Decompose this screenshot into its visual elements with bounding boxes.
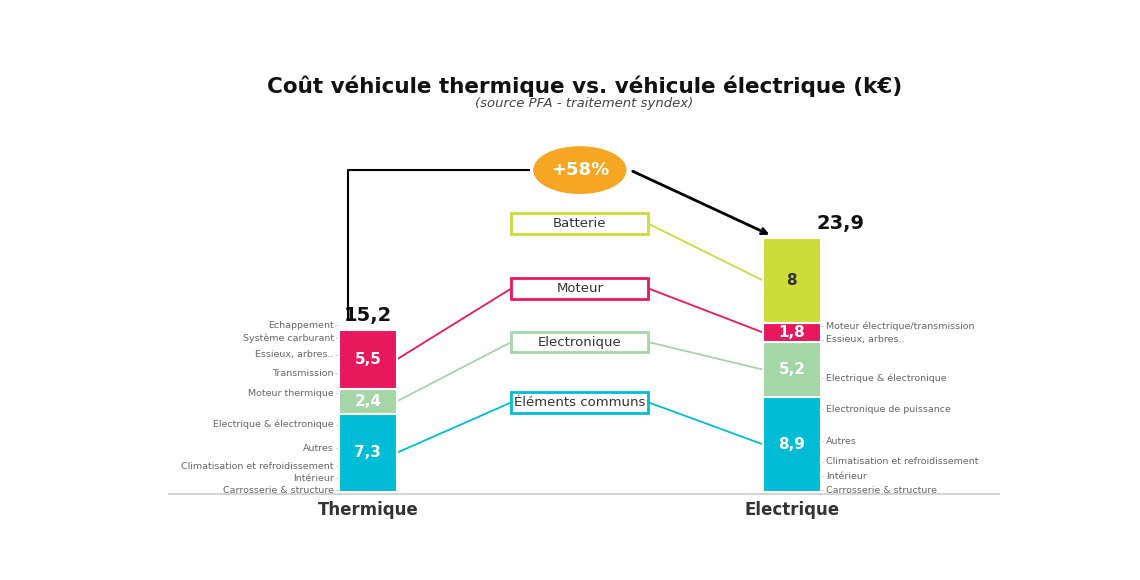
- Text: Transmission: Transmission: [272, 369, 334, 378]
- Text: Intérieur: Intérieur: [825, 472, 866, 480]
- Bar: [512, 278, 649, 299]
- Text: Batterie: Batterie: [553, 217, 606, 230]
- Text: (source PFA - traitement syndex): (source PFA - traitement syndex): [475, 97, 693, 110]
- Text: Autres: Autres: [303, 444, 334, 453]
- Bar: [512, 213, 649, 234]
- Text: +58%: +58%: [551, 161, 609, 179]
- Bar: [763, 342, 821, 397]
- Bar: [339, 414, 397, 492]
- Text: Electrique & électronique: Electrique & électronique: [825, 373, 946, 382]
- Text: 8,9: 8,9: [779, 437, 805, 452]
- Text: Electronique: Electronique: [538, 335, 621, 349]
- Text: 2,4: 2,4: [355, 394, 381, 409]
- Text: 23,9: 23,9: [816, 214, 864, 233]
- Text: Carrosserie & structure: Carrosserie & structure: [825, 486, 937, 495]
- Bar: [763, 323, 821, 342]
- Bar: [339, 331, 397, 389]
- Text: 1,8: 1,8: [779, 325, 805, 340]
- Text: 7,3: 7,3: [355, 445, 381, 461]
- Bar: [512, 332, 649, 352]
- Text: 8: 8: [787, 273, 797, 288]
- Text: Essieux, arbres..: Essieux, arbres..: [255, 350, 334, 359]
- Text: Intérieur: Intérieur: [293, 474, 334, 483]
- Text: Moteur thermique: Moteur thermique: [249, 389, 334, 398]
- Text: 5,5: 5,5: [355, 352, 381, 367]
- Bar: [339, 389, 397, 414]
- Text: Climatisation et refroidissement: Climatisation et refroidissement: [181, 462, 334, 471]
- Text: Climatisation et refroidissement: Climatisation et refroidissement: [825, 457, 978, 466]
- Text: Electronique de puissance: Electronique de puissance: [825, 404, 951, 414]
- Text: 5,2: 5,2: [779, 362, 805, 377]
- Text: Essieux, arbres..: Essieux, arbres..: [825, 335, 904, 345]
- Text: Moteur: Moteur: [556, 282, 603, 295]
- Text: Coût véhicule thermique vs. véhicule électrique (k€): Coût véhicule thermique vs. véhicule éle…: [267, 76, 902, 97]
- Text: Echappement: Echappement: [268, 321, 334, 329]
- Text: Système carburant: Système carburant: [243, 334, 334, 343]
- Text: Autres: Autres: [825, 437, 857, 445]
- Circle shape: [534, 147, 626, 193]
- Text: Carrosserie & structure: Carrosserie & structure: [222, 486, 334, 495]
- Text: 15,2: 15,2: [343, 306, 392, 325]
- Text: Éléments communs: Éléments communs: [514, 396, 645, 409]
- Text: Moteur électrique/transmission: Moteur électrique/transmission: [825, 322, 975, 331]
- Text: Electrique & électronique: Electrique & électronique: [213, 420, 334, 429]
- Bar: [763, 397, 821, 492]
- Text: Electrique: Electrique: [744, 502, 839, 520]
- Bar: [512, 392, 649, 412]
- Bar: [763, 238, 821, 323]
- Text: Thermique: Thermique: [317, 502, 418, 520]
